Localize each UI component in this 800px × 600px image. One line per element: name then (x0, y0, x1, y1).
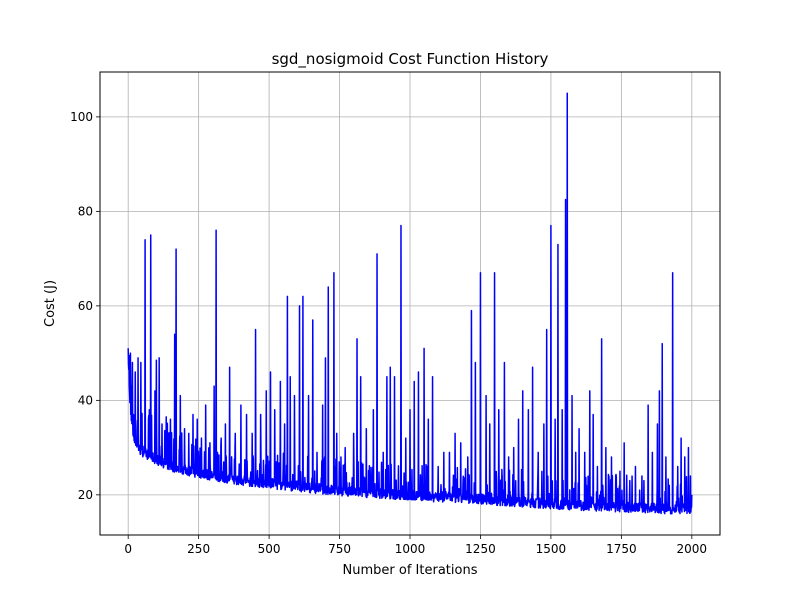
x-tick-label: 750 (328, 542, 351, 556)
x-tick-label: 0 (124, 542, 132, 556)
x-tick-label: 250 (187, 542, 210, 556)
x-tick-label: 2000 (677, 542, 708, 556)
y-tick-label: 80 (78, 204, 93, 218)
x-tick-label: 1250 (465, 542, 496, 556)
y-tick-label: 60 (78, 299, 93, 313)
ticks: 0 250 500 750 1000 1250 1500 1750 2000 20 40 60 80 10… (70, 110, 707, 556)
x-tick-label: 1500 (536, 542, 567, 556)
series-line-0 (127, 92, 693, 515)
y-tick-label: 40 (78, 393, 93, 407)
y-tick-label: 100 (70, 110, 93, 124)
y-tick-label: 20 (78, 488, 93, 502)
x-tick-label: 1000 (395, 542, 426, 556)
plot-area (127, 92, 693, 515)
x-tick-label: 1750 (606, 542, 637, 556)
chart-title: sgd_nosigmoid Cost Function History (272, 50, 549, 69)
x-tick-label: 500 (258, 542, 281, 556)
y-axis-label: Cost (J) (43, 280, 58, 327)
x-axis-label: Number of Iterations (343, 563, 478, 578)
